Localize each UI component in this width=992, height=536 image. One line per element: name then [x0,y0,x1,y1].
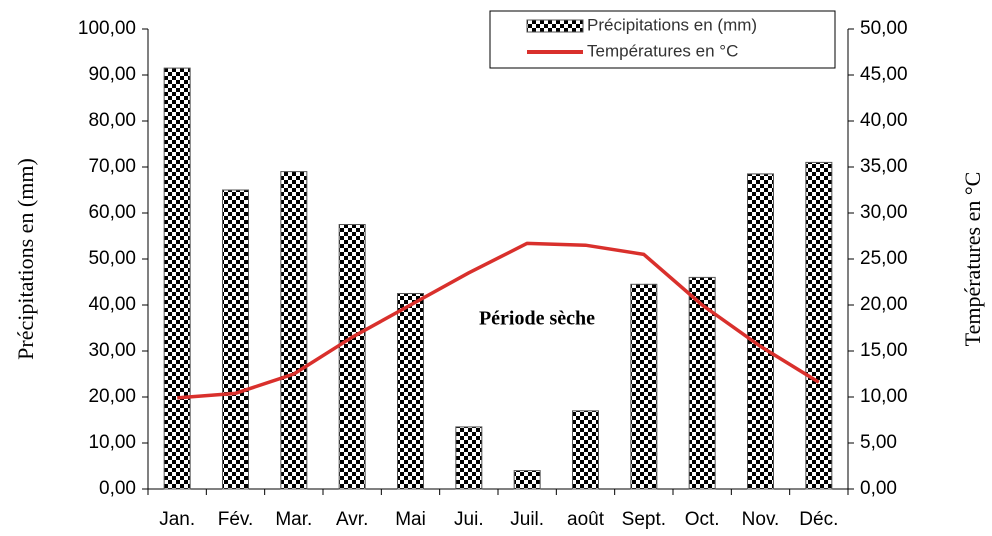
legend-label: Températures en °C [587,41,738,60]
y-tick-label: 20,00 [88,386,136,407]
x-tick-label: Sept. [622,509,666,530]
x-tick-label: Jui. [454,509,484,530]
bar [280,171,308,490]
x-tick-label: Déc. [799,509,838,530]
y2-tick-label: 10,00 [860,386,908,407]
x-tick-label: Nov. [742,509,780,530]
bar [688,276,716,490]
x-tick-label: Avr. [336,509,368,530]
y-tick-label: 70,00 [88,156,136,177]
y2-tick-label: 15,00 [860,340,908,361]
bar [572,410,599,490]
bar [747,173,774,490]
y2-tick-label: 30,00 [860,202,908,223]
x-tick-label: Mai [395,509,426,530]
x-tick-label: Juil. [510,509,544,530]
y2-tick-label: 40,00 [860,110,908,131]
y-tick-label: 10,00 [88,432,136,453]
bar [163,67,191,490]
y2-tick-label: 45,00 [860,64,908,85]
x-tick-label: Mar. [275,509,312,530]
y-tick-label: 60,00 [88,202,136,223]
y2-axis-title: Températures en °C [960,172,985,347]
y-tick-label: 40,00 [88,294,136,315]
bar [630,283,658,490]
y-tick-label: 30,00 [88,340,136,361]
y2-tick-label: 35,00 [860,156,908,177]
y-tick-label: 80,00 [88,110,136,131]
y2-tick-label: 25,00 [860,248,908,269]
x-tick-label: août [567,509,605,530]
y-axis-title: Précipitations en (mm) [13,158,38,360]
bar [397,293,424,490]
y-tick-label: 100,00 [78,18,136,39]
y2-tick-label: 5,00 [860,432,897,453]
x-tick-label: Jan. [159,509,195,530]
bar [805,161,833,490]
y-tick-label: 50,00 [88,248,136,269]
x-tick-label: Oct. [685,509,720,530]
x-tick-label: Fév. [218,509,254,530]
y-tick-label: 90,00 [88,64,136,85]
y2-tick-label: 50,00 [860,18,908,39]
bar [513,470,541,490]
y-tick-label: 0,00 [99,478,136,499]
y2-tick-label: 0,00 [860,478,897,499]
legend-label: Précipitations en (mm) [587,15,757,34]
bar [455,426,483,490]
bar [338,224,366,490]
y2-tick-label: 20,00 [860,294,908,315]
bar [222,189,249,490]
annotation: Période sèche [479,308,595,330]
line [177,241,820,400]
legend-swatch [526,19,584,33]
